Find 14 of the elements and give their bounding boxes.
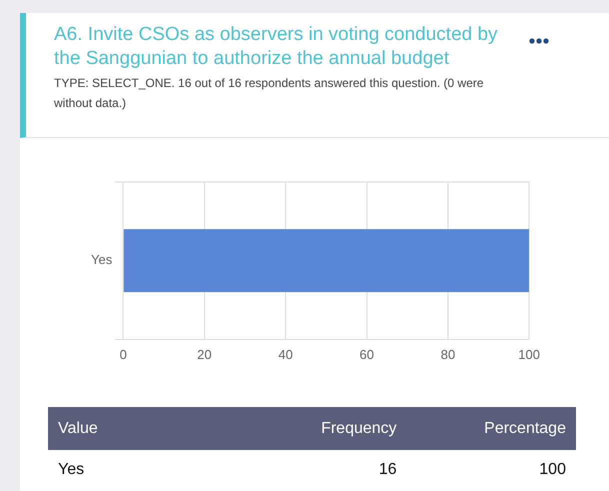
chart-title: A6. Invite CSOs as observers in voting conducted by the Sanggunian to authorize the annual budget bbox=[54, 23, 499, 71]
x-tick-label: 0 bbox=[120, 346, 127, 362]
x-tick-label: 80 bbox=[440, 346, 456, 362]
text: 100 bbox=[538, 461, 566, 479]
category-label: Yes bbox=[58, 461, 84, 478]
chart-subtitle: TYPE: SELECT_ONE. 16 out of 16 respondents answered this question. (0 were without data.) bbox=[54, 75, 485, 112]
text: Percentage bbox=[483, 420, 566, 438]
x-tick-label: 60 bbox=[360, 346, 374, 362]
x-tick-label: 100 bbox=[518, 346, 540, 362]
text: Value bbox=[58, 420, 99, 438]
x-tick-label: 20 bbox=[197, 346, 212, 362]
text: Frequency bbox=[320, 420, 397, 438]
x-tick-label: 40 bbox=[278, 346, 293, 362]
text: 16 bbox=[378, 461, 397, 479]
